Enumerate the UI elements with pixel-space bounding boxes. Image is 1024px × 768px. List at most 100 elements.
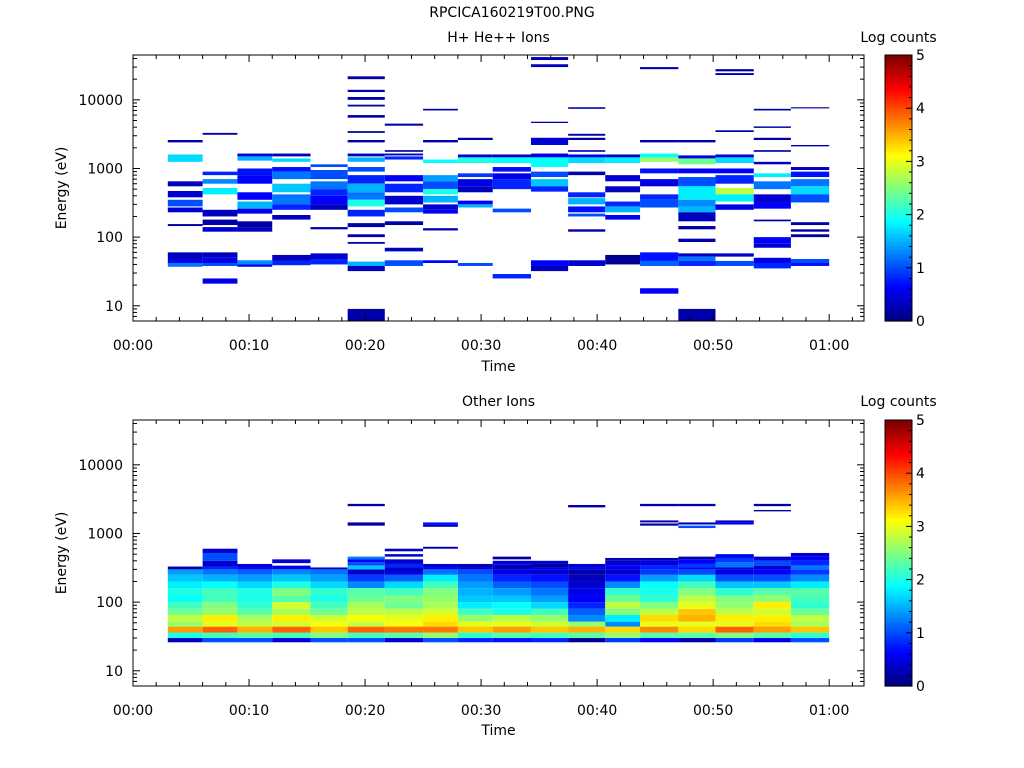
heatmap-cell <box>715 638 754 643</box>
heatmap-cell <box>384 614 424 622</box>
heatmap-cell <box>715 567 754 570</box>
heatmap-cell <box>715 69 754 72</box>
colorbar-tick-label: 4 <box>916 101 925 117</box>
heatmap-cell <box>640 252 679 261</box>
heatmap-cell <box>640 153 679 158</box>
x-tick-label: 00:20 <box>345 338 385 354</box>
colorbar-segment <box>885 214 912 218</box>
heatmap-cell <box>568 137 606 140</box>
colorbar-segment <box>885 489 912 493</box>
heatmap-cell <box>384 574 424 582</box>
colorbar-segment <box>885 55 912 59</box>
heatmap-cell <box>568 157 606 164</box>
colorbar-segment <box>885 206 912 210</box>
colorbar-segment <box>885 494 912 498</box>
heatmap-cell <box>310 602 348 609</box>
heatmap-cell <box>678 525 716 529</box>
colorbar-segment <box>885 505 912 509</box>
colorbar-segment <box>885 113 912 117</box>
y-tick-label: 100 <box>96 230 123 246</box>
heatmap-cell <box>530 121 569 123</box>
colorbar-segment <box>885 262 912 266</box>
y-tick-label: 10 <box>105 664 123 680</box>
heatmap-cell <box>715 581 754 589</box>
colorbar-segment <box>885 502 912 506</box>
heatmap-cell <box>530 567 569 570</box>
heatmap-cell <box>605 186 641 193</box>
colorbar-segment <box>885 603 912 607</box>
colorbar-segment <box>885 550 912 554</box>
heatmap-cell <box>423 608 458 615</box>
heatmap-cell <box>605 595 641 603</box>
heatmap-cell <box>753 503 791 507</box>
colorbar-segment <box>885 97 912 101</box>
heatmap-cell <box>790 621 830 627</box>
colorbar-segment <box>885 238 912 242</box>
colorbar-tick-label: 2 <box>916 208 925 224</box>
colorbar-segment <box>885 560 912 565</box>
heatmap-cell <box>568 638 606 643</box>
heatmap-cell <box>347 241 385 244</box>
plot-frame <box>132 54 865 322</box>
heatmap-cell <box>492 581 531 589</box>
heatmap-cell <box>640 199 679 208</box>
heatmap-cell <box>753 509 791 512</box>
colorbar-segment <box>885 486 912 490</box>
heatmap-cell <box>384 548 424 552</box>
heatmap-cell <box>492 638 531 643</box>
colorbar-segment <box>885 510 912 514</box>
heatmap-cell <box>167 614 203 622</box>
heatmap-cell <box>640 194 679 200</box>
colorbar-segment <box>885 270 912 274</box>
colorbar-segment <box>885 315 912 319</box>
heatmap-cell <box>347 569 385 575</box>
colorbar-segment <box>885 656 912 660</box>
heatmap-cell <box>237 208 273 214</box>
heatmap-cell <box>568 567 606 570</box>
colorbar-tick-label: 3 <box>916 519 925 535</box>
heatmap-cell <box>568 574 606 582</box>
heatmap-cell <box>272 588 311 596</box>
colorbar-segment <box>885 286 912 290</box>
heatmap-cell <box>790 602 830 609</box>
heatmap-cell <box>423 581 458 589</box>
colorbar-frame <box>884 419 913 687</box>
heatmap-cell <box>310 595 348 603</box>
heatmap-cell <box>753 243 791 248</box>
heatmap-cell <box>423 524 458 527</box>
heatmap-cell <box>457 632 493 639</box>
heatmap-cell <box>202 638 238 643</box>
heatmap-cell <box>790 614 830 622</box>
heatmap-cell <box>457 595 493 603</box>
heatmap-cell <box>530 171 569 178</box>
heatmap-cell <box>423 567 458 570</box>
heatmap-cell <box>715 253 754 257</box>
heatmap-cell <box>790 167 830 171</box>
heatmap-cell <box>678 567 716 570</box>
heatmap-cell <box>790 588 830 596</box>
colorbar-segment <box>885 188 912 192</box>
colorbar-segment <box>885 166 912 170</box>
colorbar-segment <box>885 169 912 173</box>
figure-title: RPCICA160219T00.PNG <box>429 5 595 21</box>
colorbar-segment <box>885 521 912 525</box>
colorbar-segment <box>885 180 912 184</box>
heatmap-cell <box>237 260 273 265</box>
heatmap-cell <box>272 595 311 603</box>
heatmap-cell <box>237 567 273 570</box>
heatmap-cell <box>640 503 679 507</box>
colorbar-segment <box>885 675 912 679</box>
heatmap-cell <box>640 581 679 589</box>
heatmap-cell <box>568 260 606 266</box>
heatmap-cell <box>568 602 606 609</box>
heatmap-cell <box>568 588 606 596</box>
heatmap-cell <box>492 588 531 596</box>
heatmap-cell <box>310 608 348 615</box>
x-tick-label: 00:40 <box>577 338 617 354</box>
heatmap-cell <box>457 204 493 208</box>
heatmap-cell <box>272 158 311 162</box>
heatmap-cell <box>530 157 569 168</box>
colorbar-segment <box>885 672 912 676</box>
colorbar-tick-label: 4 <box>916 466 925 482</box>
heatmap-cell <box>790 560 830 566</box>
